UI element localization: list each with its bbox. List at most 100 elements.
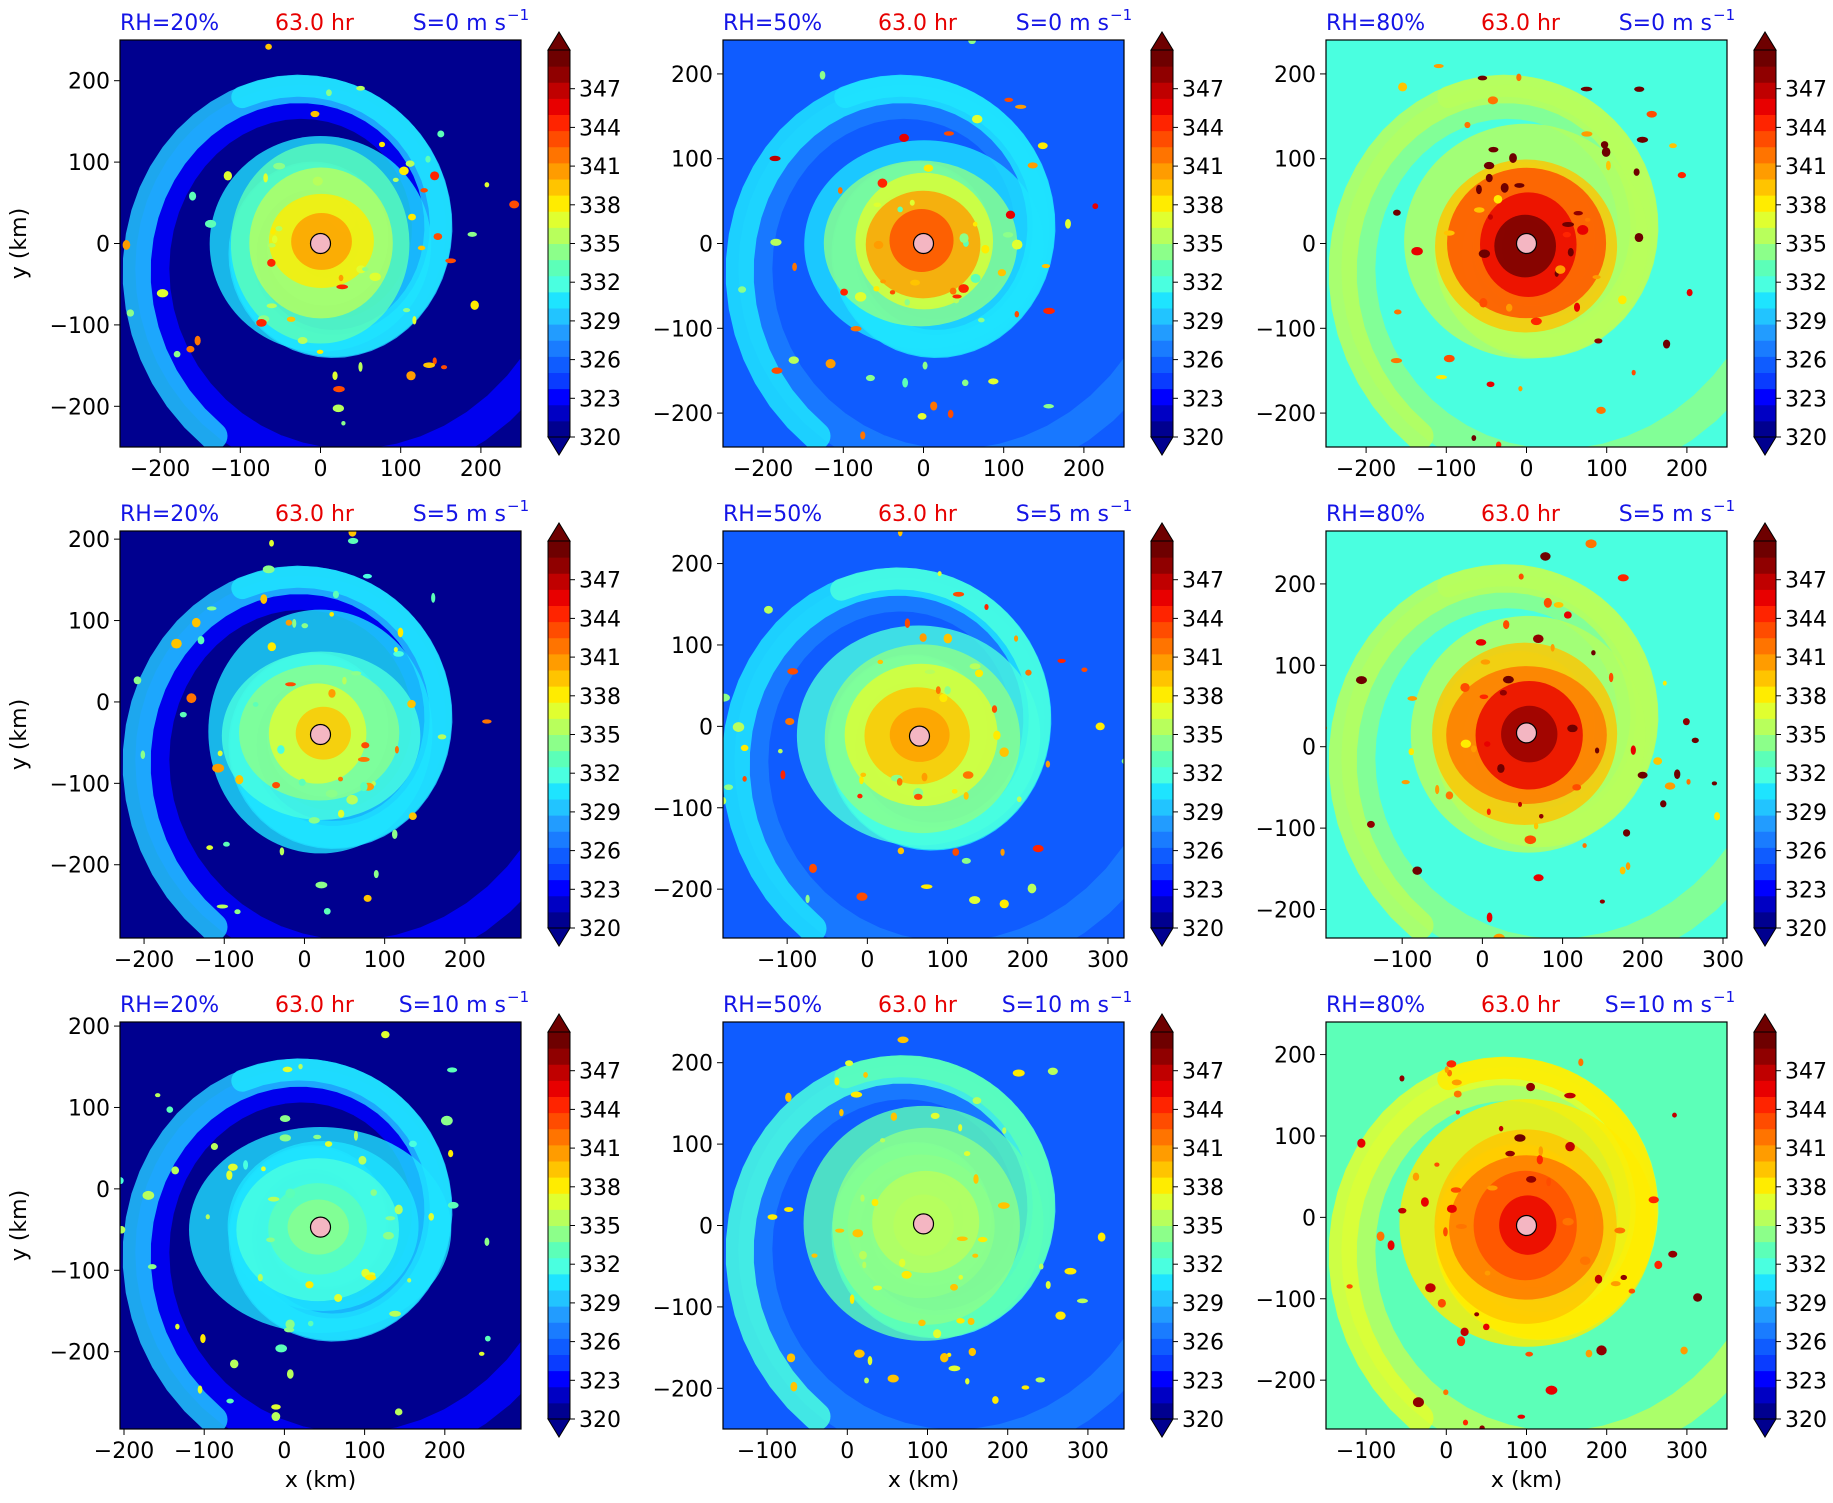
colorbar-segment (1151, 211, 1173, 228)
rh-label: RH=50% (723, 993, 822, 1018)
convective-cell (993, 730, 1001, 741)
colorbar-segment (548, 275, 570, 293)
convective-cell (1518, 801, 1523, 807)
y-tick-label: 0 (1302, 1206, 1316, 1231)
colorbar-segment (1151, 179, 1173, 196)
y-tick-label: −100 (1256, 817, 1316, 842)
colorbar-tick-label: 323 (1785, 878, 1827, 903)
convective-cell (972, 1097, 982, 1105)
colorbar-tick-label: 332 (579, 1253, 621, 1278)
colorbar-segment (1754, 573, 1776, 590)
colorbar-tick-label: 335 (579, 724, 621, 749)
convective-cell (1471, 435, 1477, 441)
colorbar-tick-label: 323 (1182, 878, 1224, 903)
convective-cell (200, 1334, 206, 1344)
convective-cell (206, 845, 214, 850)
convective-cell (840, 288, 848, 296)
convective-cell (106, 1211, 116, 1220)
convective-cell (369, 272, 381, 282)
convective-cell (1401, 780, 1410, 785)
colorbar-segment (1754, 1161, 1776, 1178)
colorbar-segment (1754, 815, 1776, 832)
convective-cell (999, 899, 1009, 909)
convective-cell (1394, 309, 1402, 315)
convective-cell (1487, 96, 1498, 105)
convective-cell (1480, 659, 1491, 665)
colorbar-segment (1151, 227, 1173, 244)
colorbar-tick-label: 329 (1182, 801, 1224, 826)
convective-cell (1538, 1146, 1544, 1156)
colorbar-tick-label: 344 (1182, 116, 1224, 141)
convective-cell (963, 791, 969, 800)
convective-cell (943, 131, 955, 136)
convective-cell (1539, 813, 1544, 819)
convective-cell (1121, 758, 1124, 765)
plot-area (106, 1022, 521, 1429)
convective-cell (850, 1091, 863, 1098)
x-tick-label: −100 (1416, 457, 1476, 482)
plot-area (1326, 1022, 1727, 1429)
convective-cell (959, 233, 969, 244)
convective-cell (394, 1408, 403, 1416)
convective-cell (1446, 1204, 1457, 1213)
colorbar-segment (1754, 291, 1776, 309)
convective-cell (347, 537, 359, 544)
colorbar-segment (548, 130, 570, 148)
colorbar-tick-label: 344 (1182, 607, 1224, 632)
colorbar-segment (1754, 1032, 1776, 1049)
convective-cell (179, 711, 187, 718)
colorbar-segment (1754, 356, 1776, 373)
convective-cell (956, 1318, 965, 1324)
colorbar-tick-label: 332 (1785, 1253, 1827, 1278)
colorbar-segment (548, 1273, 570, 1291)
convective-cell (1594, 338, 1603, 344)
y-tick-label: −200 (50, 395, 110, 420)
convective-cell (887, 1374, 899, 1383)
x-tick-label: −100 (174, 1439, 234, 1464)
convective-cell (1488, 146, 1499, 153)
colorbar-segment (1151, 372, 1173, 390)
colorbar-segment (1151, 1354, 1173, 1372)
convective-cell (1680, 1346, 1688, 1355)
convective-cell (360, 781, 368, 792)
colorbar-segment (1151, 1306, 1173, 1323)
convective-cell (365, 1274, 377, 1281)
convective-cell (140, 750, 146, 760)
x-tick-label: −200 (94, 1439, 154, 1464)
convective-cell (1095, 722, 1105, 731)
colorbar-segment (1754, 1386, 1776, 1404)
colorbar-segment (1754, 50, 1776, 67)
colorbar: 320 323 326 329 332 335 338 341 344 347 (1753, 31, 1827, 456)
convective-cell (1346, 1284, 1353, 1289)
convective-cell (373, 869, 379, 879)
colorbar-tick-label: 344 (1182, 1098, 1224, 1123)
convective-cell (1498, 1125, 1504, 1132)
convective-cell (353, 1131, 358, 1141)
convective-cell (420, 188, 428, 193)
colorbar-segment (1151, 66, 1173, 83)
colorbar-segment (1151, 750, 1173, 768)
convective-cell (312, 176, 323, 186)
convective-cell (780, 770, 786, 780)
convective-cell (968, 1347, 977, 1357)
convective-cell (316, 349, 324, 354)
plot-area (1326, 40, 1727, 447)
colorbar-segment (548, 324, 570, 341)
time-label: 63.0 hr (275, 11, 355, 36)
convective-cell (1399, 1075, 1405, 1082)
x-tick-label: 0 (860, 948, 874, 973)
colorbar-segment (548, 766, 570, 784)
colorbar-segment (1151, 420, 1173, 438)
convective-cell (356, 85, 365, 91)
convective-cell (266, 1237, 275, 1243)
convective-cell (235, 775, 244, 785)
convective-cell (1628, 1288, 1636, 1294)
shear-label: S=10 m s (399, 993, 506, 1018)
rh-label: RH=50% (723, 502, 822, 527)
convective-cell (1387, 1240, 1395, 1251)
convective-cell (1711, 781, 1718, 786)
convective-cell (428, 1212, 434, 1221)
colorbar-segment (1151, 340, 1173, 357)
convective-cell (126, 309, 135, 317)
x-tick-label: −200 (114, 948, 174, 973)
